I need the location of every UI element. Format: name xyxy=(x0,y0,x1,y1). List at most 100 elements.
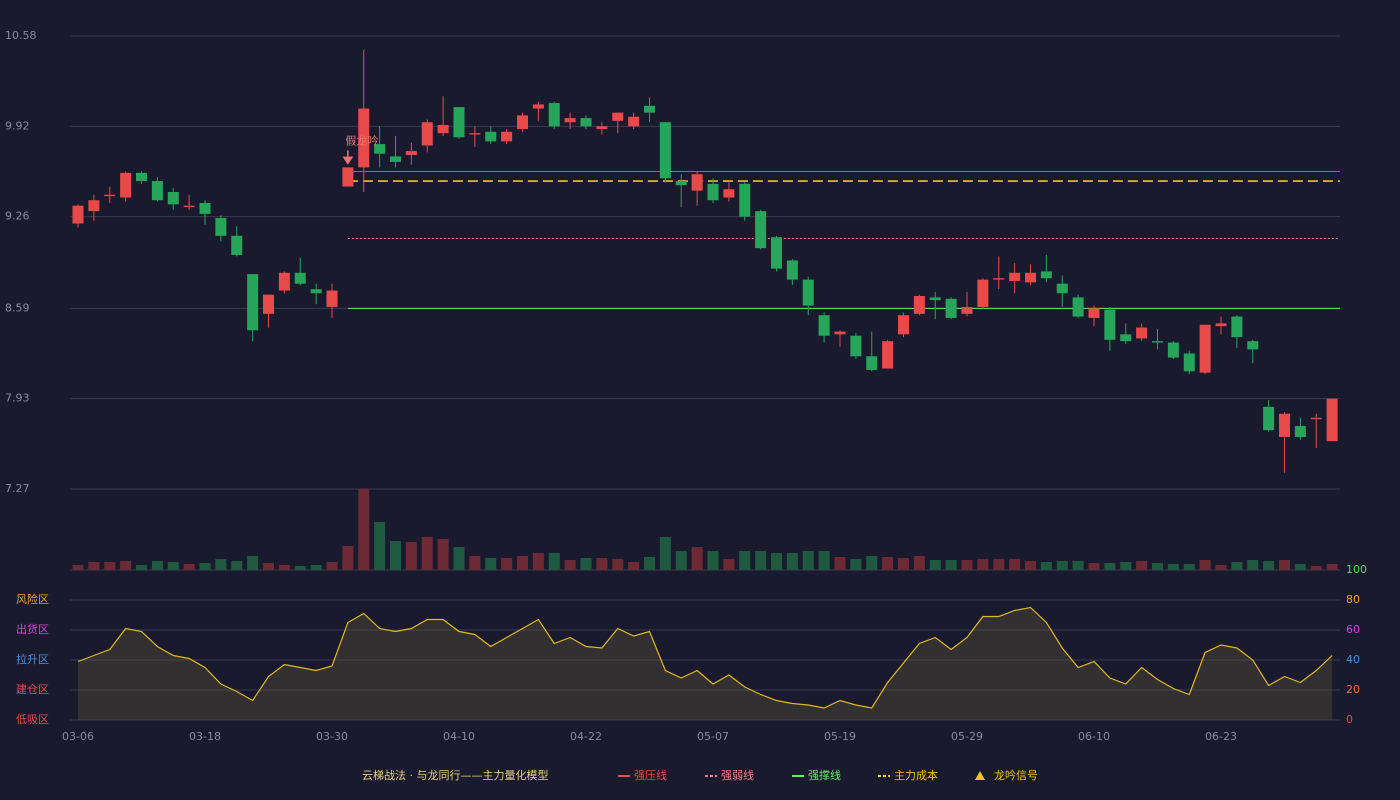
volume-bar xyxy=(485,558,497,570)
candle-body xyxy=(913,296,925,314)
zone-label: 出货区 xyxy=(16,622,49,636)
candle-body xyxy=(564,118,576,123)
volume-bar xyxy=(1040,562,1052,570)
x-tick-label: 05-19 xyxy=(824,730,856,743)
volume-bar xyxy=(310,565,322,570)
volume-bar xyxy=(961,560,973,570)
candle-body xyxy=(167,192,179,205)
candle-body xyxy=(580,118,592,127)
volume-bar xyxy=(199,563,211,570)
volume-bar xyxy=(532,553,544,570)
volume-bar xyxy=(1056,561,1068,570)
volume-bar xyxy=(945,560,957,570)
y-tick-label: 10.58 xyxy=(5,29,37,42)
volume-bar xyxy=(1310,566,1322,570)
volume-bar xyxy=(818,551,830,570)
volume-bar xyxy=(644,557,655,570)
volume-bar xyxy=(771,553,782,570)
volume-bar xyxy=(374,522,386,570)
candle-body xyxy=(231,235,243,255)
indicator-line xyxy=(77,606,1333,709)
volume-bar xyxy=(501,558,513,570)
candle-body xyxy=(136,172,147,182)
x-tick-label: 05-07 xyxy=(697,730,729,743)
signal-label: 假龙吟 xyxy=(345,133,378,147)
candle-body xyxy=(802,279,814,306)
candle-body xyxy=(818,315,830,336)
candle-body xyxy=(548,103,560,127)
candle-body xyxy=(1215,323,1227,327)
volume-bar xyxy=(104,562,116,570)
candle-body xyxy=(342,167,354,187)
volume-bar xyxy=(215,559,227,570)
candle-body xyxy=(405,150,417,156)
candle-body xyxy=(485,131,497,142)
volume-bar xyxy=(913,556,925,570)
volume-bar xyxy=(1326,564,1338,570)
candle-body xyxy=(977,279,989,307)
volume-bar xyxy=(247,556,259,570)
indicator-tick-label: 60 xyxy=(1346,623,1360,636)
candle-body xyxy=(278,272,290,291)
candle-body xyxy=(421,122,433,146)
y-tick-label: 7.93 xyxy=(5,392,30,405)
y-tick-label: 7.27 xyxy=(5,482,30,495)
volume-bar xyxy=(263,563,274,570)
candle-body xyxy=(1056,283,1068,294)
candle-body xyxy=(374,144,386,154)
legend-label: 主力成本 xyxy=(894,768,938,782)
candle-body xyxy=(771,237,782,269)
candle-body xyxy=(1247,341,1259,350)
candle-body xyxy=(691,174,703,191)
candle-body xyxy=(501,131,513,142)
legend-label: 龙吟信号 xyxy=(994,768,1038,782)
volume-bar xyxy=(1120,562,1132,570)
legend-label: 强弱线 xyxy=(721,768,754,782)
volume-bar xyxy=(898,558,909,570)
zone-label: 风险区 xyxy=(16,592,49,606)
candle-body xyxy=(612,112,624,121)
volume-bar xyxy=(834,557,846,570)
candle-body xyxy=(834,331,846,335)
volume-bar xyxy=(88,562,100,570)
x-tick-label: 03-18 xyxy=(189,730,221,743)
candle-body xyxy=(1152,341,1163,343)
volume-bar xyxy=(882,557,894,570)
candle-body xyxy=(326,290,338,307)
signal-arrow xyxy=(342,150,354,165)
candle-body xyxy=(247,274,259,331)
candle-body xyxy=(850,335,862,357)
volume-bar xyxy=(612,559,624,570)
volume-bar xyxy=(929,560,941,570)
candle-body xyxy=(1025,272,1036,283)
volume-bar xyxy=(342,546,354,570)
volume-bar xyxy=(326,562,338,570)
y-tick-label: 9.92 xyxy=(5,119,30,132)
volume-bar xyxy=(739,551,751,570)
x-tick-label: 03-30 xyxy=(316,730,348,743)
volume-bar xyxy=(1199,560,1211,570)
x-tick-label: 05-29 xyxy=(951,730,983,743)
candle-body xyxy=(1120,334,1132,342)
candle-body xyxy=(104,194,116,197)
candle-body xyxy=(88,200,100,212)
candle-body xyxy=(469,133,481,135)
candle-body xyxy=(183,205,195,208)
candle-body xyxy=(1294,426,1306,437)
volume-bar xyxy=(580,558,592,570)
candle-body xyxy=(1263,406,1275,431)
candle-body xyxy=(929,297,941,301)
candle-body xyxy=(532,104,544,109)
candle-body xyxy=(1279,413,1290,437)
candle-body xyxy=(1104,309,1116,340)
x-tick-label: 04-22 xyxy=(570,730,602,743)
candle-body xyxy=(1326,398,1338,442)
legend-label: 强压线 xyxy=(634,768,667,782)
volume-bar xyxy=(1088,563,1100,570)
volume-bar xyxy=(358,489,370,570)
volume-bar xyxy=(564,560,576,570)
volume-bar xyxy=(136,565,147,570)
candle-body xyxy=(945,298,957,318)
candle-body xyxy=(675,181,687,186)
volume-bar xyxy=(1104,563,1116,570)
